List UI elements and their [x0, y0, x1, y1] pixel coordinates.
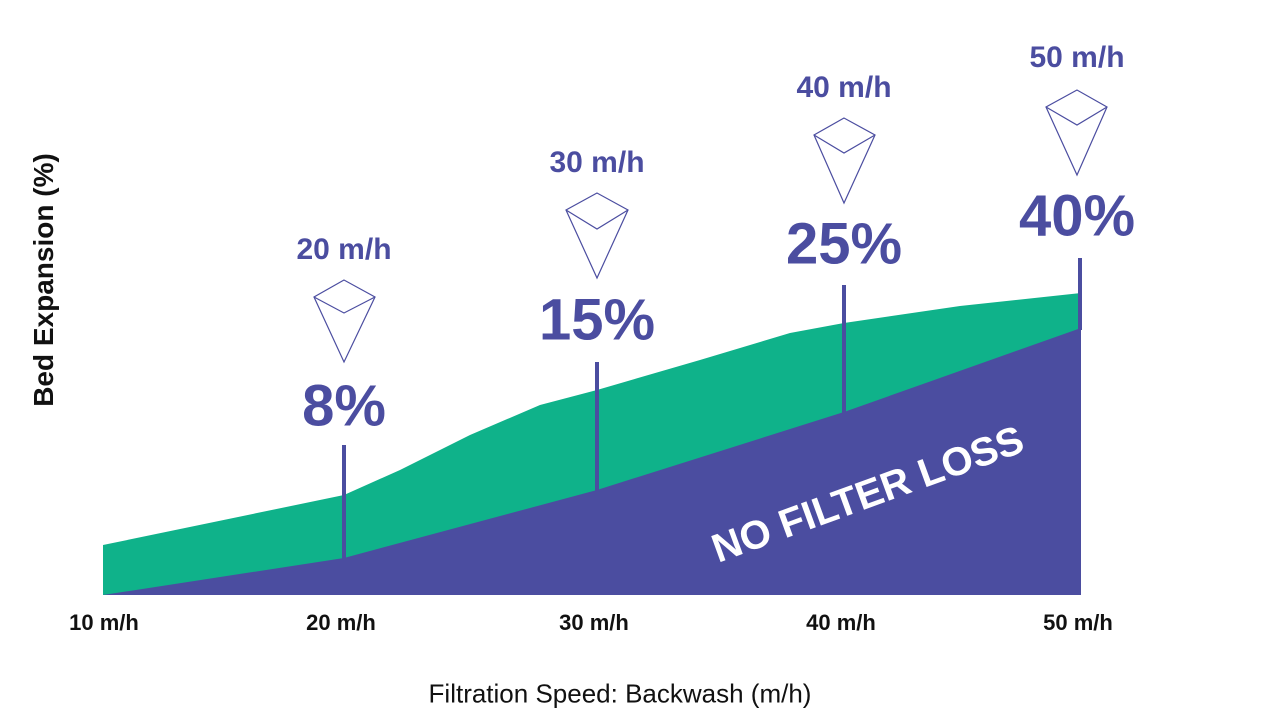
diamond-marker-icon — [313, 279, 376, 364]
expansion-value: 15% — [538, 287, 656, 353]
y-axis-label: Bed Expansion (%) — [28, 153, 59, 407]
x-tick: 40 m/h — [806, 610, 876, 635]
expansion-value: 8% — [302, 373, 386, 439]
expansion-value: 25% — [785, 211, 903, 277]
purple-area — [103, 328, 1081, 595]
expansion-value: 40% — [1018, 183, 1136, 249]
speed-label: 30 m/h — [549, 146, 645, 179]
speed-label: 50 m/h — [1029, 41, 1125, 74]
diamond-marker-icon — [1045, 89, 1108, 177]
x-tick: 20 m/h — [306, 610, 376, 635]
diamond-marker-icon — [813, 117, 876, 205]
diamond-marker-icon — [565, 192, 629, 280]
speed-label: 20 m/h — [296, 233, 392, 266]
marker-lines — [342, 258, 1082, 560]
x-tick: 30 m/h — [559, 610, 629, 635]
x-tick: 10 m/h — [69, 610, 139, 635]
x-axis-label: Filtration Speed: Backwash (m/h) — [428, 678, 812, 709]
speed-label: 40 m/h — [796, 71, 892, 104]
x-tick: 50 m/h — [1043, 610, 1113, 635]
